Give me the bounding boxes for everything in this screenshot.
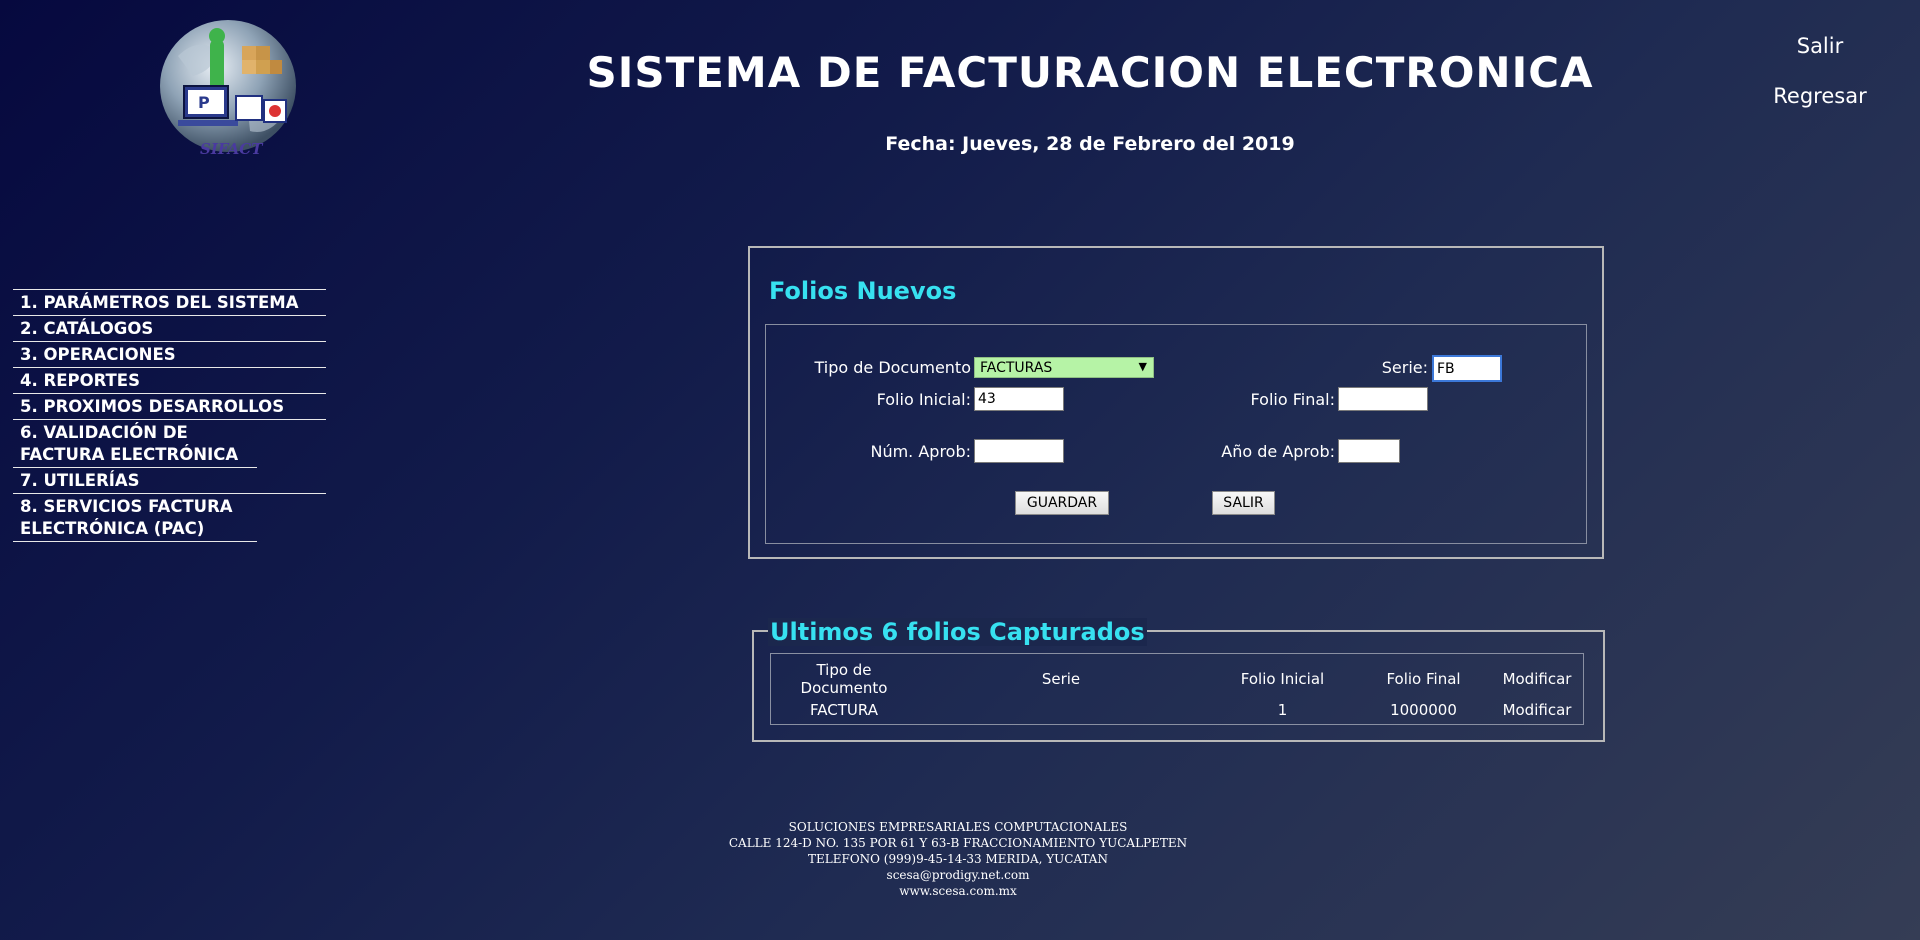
anio-aprob-input[interactable]: [1338, 439, 1400, 463]
sidebar-item-operaciones[interactable]: 3. OPERACIONES: [13, 342, 326, 368]
header-modificar: Modificar: [1502, 670, 1572, 688]
tipo-documento-select[interactable]: FACTURAS ▼: [974, 357, 1154, 378]
sidebar-item-parametros[interactable]: 1. PARÁMETROS DEL SISTEMA: [13, 290, 326, 316]
ultimos-folios-legend: Ultimos 6 folios Capturados: [768, 618, 1147, 646]
anio-aprob-label: Año de Aprob:: [1221, 442, 1335, 461]
regresar-link[interactable]: Regresar: [1773, 84, 1867, 108]
modificar-link[interactable]: Modificar: [1502, 701, 1572, 719]
page-date: Fecha: Jueves, 28 de Febrero del 2019: [885, 133, 1295, 155]
sidebar-item-utilerias[interactable]: 7. UTILERÍAS: [13, 468, 326, 494]
sidebar-item-proximos-desarrollos[interactable]: 5. PROXIMOS DESARROLLOS: [13, 394, 326, 420]
sidebar-item-validacion[interactable]: 6. VALIDACIÓN DE FACTURA ELECTRÓNICA: [13, 420, 257, 468]
cell-folio-final: 1000000: [1390, 701, 1457, 719]
chevron-down-icon: ▼: [1138, 360, 1147, 373]
header-folio-inicial: Folio Inicial: [1240, 670, 1325, 688]
salir-link[interactable]: Salir: [1796, 34, 1844, 58]
cell-tipo-documento: FACTURA: [810, 701, 878, 719]
guardar-button[interactable]: GUARDAR: [1015, 491, 1109, 515]
logo-text: SIFACT: [200, 140, 264, 158]
tipo-documento-label: Tipo de Documento: [814, 358, 971, 377]
ultimos-folios-fieldset: [752, 630, 1605, 742]
header-serie: Serie: [1041, 670, 1081, 688]
sidebar-item-catalogos[interactable]: 2. CATÁLOGOS: [13, 316, 326, 342]
num-aprob-label: Núm. Aprob:: [870, 442, 971, 461]
salir-button[interactable]: SALIR: [1212, 491, 1275, 515]
svg-text:P: P: [198, 93, 210, 112]
footer-phone: TELEFONO (999)9-45-14-33 MERIDA, YUCATAN: [808, 852, 1108, 866]
footer-email: scesa@prodigy.net.com: [886, 868, 1030, 882]
folios-nuevos-panel: Folios Nuevos: [748, 246, 1604, 559]
header-folio-final: Folio Final: [1386, 670, 1461, 688]
sidebar-item-servicios-pac[interactable]: 8. SERVICIOS FACTURA ELECTRÓNICA (PAC): [13, 494, 257, 542]
page-title: SISTEMA DE FACTURACION ELECTRONICA: [586, 48, 1594, 97]
top-links: Salir Regresar: [1760, 34, 1880, 134]
sidebar-item-reportes[interactable]: 4. REPORTES: [13, 368, 326, 394]
ultimos-folios-table: [770, 653, 1584, 725]
sifact-logo: P SIFACT: [158, 16, 302, 160]
footer-address: CALLE 124-D NO. 135 POR 61 Y 63-B FRACCI…: [728, 836, 1188, 850]
tipo-documento-value: FACTURAS: [980, 360, 1053, 376]
folio-final-label: Folio Final:: [1250, 390, 1335, 409]
folios-nuevos-form: [765, 324, 1587, 544]
folios-nuevos-heading: Folios Nuevos: [769, 277, 957, 305]
serie-label: Serie:: [1381, 358, 1428, 377]
footer-website: www.scesa.com.mx: [899, 884, 1017, 898]
footer-company: SOLUCIONES EMPRESARIALES COMPUTACIONALES: [788, 820, 1128, 834]
header-tipo-documento: Tipo de Documento: [800, 661, 888, 697]
sidebar-menu: 1. PARÁMETROS DEL SISTEMA 2. CATÁLOGOS 3…: [13, 289, 326, 542]
folio-inicial-input[interactable]: [974, 387, 1064, 411]
cell-folio-inicial: 1: [1277, 701, 1288, 719]
serie-input[interactable]: [1432, 355, 1502, 382]
folio-final-input[interactable]: [1338, 387, 1428, 411]
folio-inicial-label: Folio Inicial:: [876, 390, 971, 409]
footer: SOLUCIONES EMPRESARIALES COMPUTACIONALES…: [700, 819, 1216, 899]
num-aprob-input[interactable]: [974, 439, 1064, 463]
